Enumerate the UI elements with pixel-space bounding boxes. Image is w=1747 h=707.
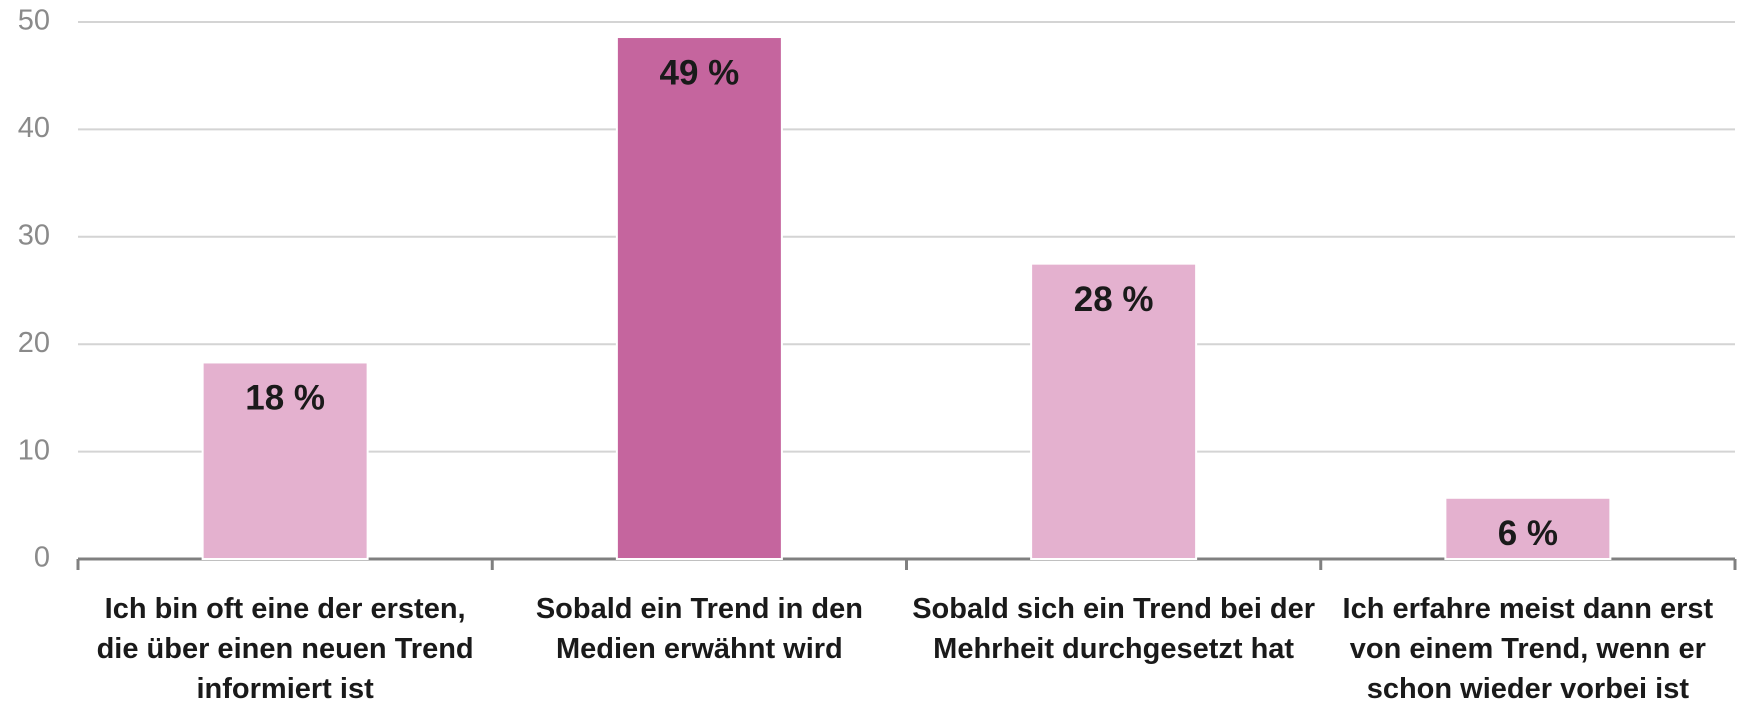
value-label: 18 %: [245, 379, 325, 418]
y-tick-label: 10: [18, 434, 50, 466]
y-tick-label: 40: [18, 112, 50, 144]
bar: [1444, 496, 1612, 561]
bar: [1030, 262, 1198, 560]
value-label: 28 %: [1074, 280, 1154, 319]
value-label: 6 %: [1498, 514, 1558, 553]
x-tick-label: Ich bin oft eine der ersten, die über ei…: [96, 593, 474, 705]
value-label: 49 %: [659, 53, 739, 92]
y-tick-label: 50: [18, 5, 50, 37]
bar: [615, 36, 783, 560]
y-tick-label: 0: [34, 542, 50, 574]
x-tick-label: Ich erfahre meist dann erst von einem Tr…: [1342, 593, 1714, 705]
bar: [201, 361, 369, 561]
x-tick-label: Sobald ein Trend in den Medien erwähnt w…: [535, 593, 863, 665]
x-tick-label: Sobald sich ein Trend bei der Mehrheit d…: [912, 593, 1316, 665]
y-tick-label: 20: [18, 327, 50, 359]
y-tick-label: 30: [18, 219, 50, 251]
